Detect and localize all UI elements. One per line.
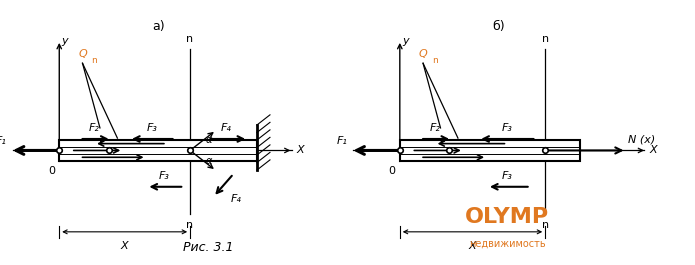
Text: y: y bbox=[62, 36, 68, 46]
Text: n: n bbox=[91, 56, 97, 65]
Text: y: y bbox=[402, 36, 409, 46]
Text: F₁: F₁ bbox=[0, 136, 7, 146]
Text: Рис. 3.1: Рис. 3.1 bbox=[183, 241, 234, 254]
Text: б): б) bbox=[492, 20, 505, 33]
Text: n: n bbox=[186, 220, 194, 230]
Bar bbox=[59, 140, 257, 161]
Text: F₃: F₃ bbox=[502, 123, 513, 133]
Text: n: n bbox=[541, 220, 548, 230]
Text: n: n bbox=[541, 34, 548, 44]
Text: недвижимость: недвижимость bbox=[469, 239, 546, 249]
Text: X: X bbox=[296, 145, 304, 156]
Text: F₄: F₄ bbox=[231, 194, 242, 204]
Text: F₂: F₂ bbox=[89, 123, 99, 133]
Text: N (x): N (x) bbox=[628, 135, 655, 145]
Text: OLYMP: OLYMP bbox=[465, 207, 550, 227]
Text: Q: Q bbox=[78, 49, 87, 59]
Text: F₃: F₃ bbox=[147, 123, 158, 133]
Text: X: X bbox=[468, 241, 476, 250]
Text: Q: Q bbox=[418, 49, 427, 59]
Text: X: X bbox=[121, 241, 129, 250]
Text: α: α bbox=[206, 135, 213, 145]
Text: F₄: F₄ bbox=[221, 123, 232, 133]
Text: α: α bbox=[206, 156, 213, 166]
Text: F₃: F₃ bbox=[502, 171, 513, 181]
Text: n: n bbox=[432, 56, 438, 65]
Text: X: X bbox=[650, 145, 657, 156]
Text: 0: 0 bbox=[389, 166, 395, 176]
Text: F₁: F₁ bbox=[336, 136, 348, 146]
Bar bbox=[400, 140, 580, 161]
Text: 0: 0 bbox=[48, 166, 55, 176]
Text: а): а) bbox=[152, 20, 165, 33]
Text: F₃: F₃ bbox=[158, 171, 170, 181]
Text: n: n bbox=[186, 34, 194, 44]
Text: F₂: F₂ bbox=[430, 123, 440, 133]
